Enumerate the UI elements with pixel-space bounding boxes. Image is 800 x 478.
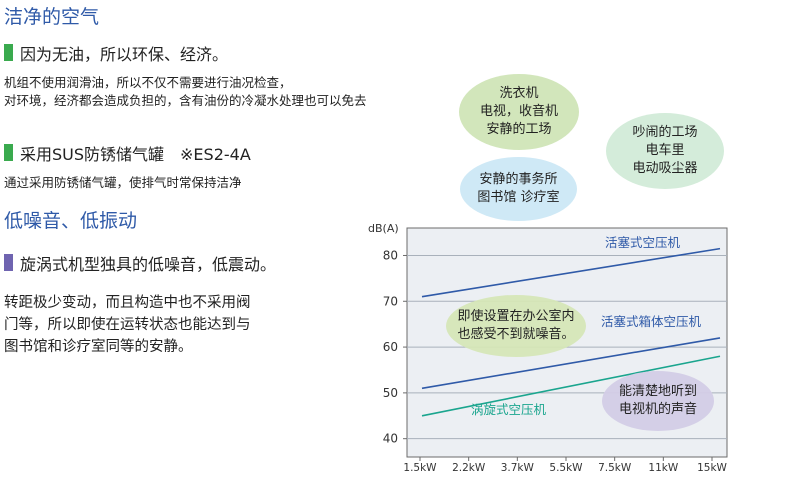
series-label-2: 涡旋式空压机: [471, 402, 547, 417]
scroll-text: 转距极少变动，而且构造中也不采用阀 门等，所以即使在运转状态也能达到与 图书馆和…: [4, 292, 251, 358]
bubble-tv-line-1: 能清楚地听到: [618, 384, 697, 399]
bubble-laundry-line-2: 电视，收音机: [479, 104, 558, 119]
series-line-1: [421, 337, 721, 390]
x-tick-label-0: 1.5kW: [403, 462, 437, 474]
series-label-0: 活塞式空压机: [605, 235, 681, 250]
purple-marker: [4, 254, 13, 271]
section-title-clean-air: 洁净的空气: [4, 6, 100, 28]
y-tick-label-40: 40: [383, 432, 398, 446]
oil-free-heading: 因为无油，所以环保、经济。: [20, 45, 229, 64]
y-axis-label: dB(A): [368, 222, 399, 235]
bubble-noisy-line-1: 吵闹的工场: [632, 125, 698, 140]
x-tick-label-3: 5.5kW: [549, 462, 583, 474]
bubble-tv-note: 能清楚地听到 电视机的声音: [602, 371, 714, 431]
oil-free-text: 机组不使用润滑油，所以不仅不需要进行油况检查， 对环境，经济都会造成负担的，含有…: [4, 74, 367, 110]
bubble-quiet-office: 安静的事务所 图书馆 诊疗室: [460, 157, 577, 221]
sus-tank-text: 通过采用防锈储气罐，使排气时常保持洁净: [4, 175, 242, 190]
bubble-quiet-line-2: 图书馆 诊疗室: [477, 190, 560, 205]
bubble-office-note: 即使设置在办公室内 也感受不到就噪音。: [446, 295, 586, 357]
bubble-office-line-1: 即使设置在办公室内: [457, 309, 575, 324]
bubble-quiet-line-1: 安静的事务所: [479, 172, 558, 187]
bubble-laundry: 洗衣机 电视，收音机 安静的工场: [459, 74, 579, 150]
bubble-noisy-line-3: 电动吸尘器: [632, 161, 698, 176]
green-marker: [4, 144, 13, 161]
y-tick-label-50: 50: [383, 386, 398, 400]
oil-free-line-2: 对环境，经济都会造成负担的，含有油份的冷凝水处理也可以免去: [4, 93, 367, 108]
x-tick-label-5: 11kW: [648, 462, 678, 474]
scroll-line-1: 转距极少变动，而且构造中也不采用阀: [4, 295, 251, 311]
bubble-office-line-2: 也感受不到就噪音。: [457, 327, 575, 342]
scroll-line-3: 图书馆和诊疗室同等的安静。: [4, 339, 193, 355]
bubble-laundry-line-1: 洗衣机: [499, 86, 539, 101]
y-tick-label-60: 60: [383, 340, 398, 354]
x-tick-label-6: 15kW: [697, 462, 727, 474]
bubble-laundry-line-3: 安静的工场: [486, 122, 552, 137]
sus-tank-heading: 采用SUS防锈储气罐 ※ES2-4A: [20, 145, 251, 164]
scroll-heading: 旋涡式机型独具的低噪音，低震动。: [20, 255, 277, 274]
x-tick-label-2: 3.7kW: [501, 462, 535, 474]
y-tick-label-80: 80: [383, 248, 398, 262]
series-line-2: [421, 355, 721, 417]
section-title-low-noise: 低噪音、低振动: [4, 210, 138, 232]
y-tick-label-70: 70: [383, 294, 398, 308]
x-tick-label-4: 7.5kW: [598, 462, 632, 474]
x-tick-label-1: 2.2kW: [452, 462, 486, 474]
bubble-noisy-line-2: 电车里: [645, 143, 685, 158]
green-marker: [4, 44, 13, 61]
series-label-1: 活塞式箱体空压机: [601, 314, 702, 329]
oil-free-line-1: 机组不使用润滑油，所以不仅不需要进行油况检查，: [4, 75, 292, 90]
bubble-noisy: 吵闹的工场 电车里 电动吸尘器: [606, 113, 724, 189]
bubble-tv-line-2: 电视机的声音: [618, 402, 697, 417]
series-line-0: [421, 247, 721, 298]
scroll-line-2: 门等，所以即使在运转状态也能达到与: [4, 317, 251, 333]
